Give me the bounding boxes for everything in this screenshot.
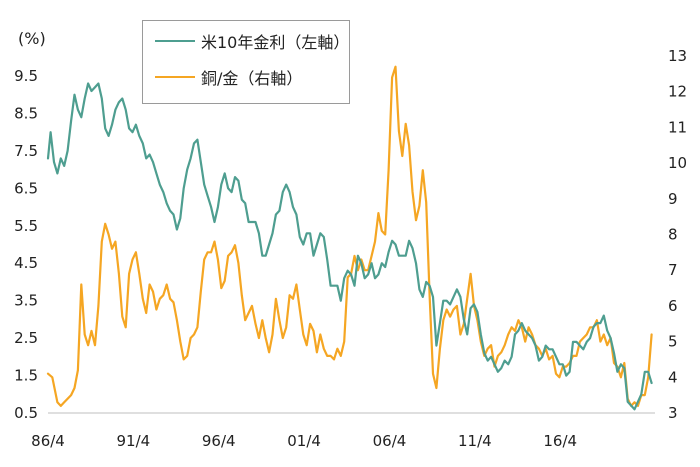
left-tick-label: 1.5 xyxy=(14,367,38,385)
left-tick-label: 8.5 xyxy=(14,104,38,122)
left-tick-label: 4.5 xyxy=(14,254,38,272)
left-tick-label: 9.5 xyxy=(14,67,38,85)
copper-gold-ratio-series-line xyxy=(46,65,653,407)
legend-label-us10y: 米10年金利（左軸） xyxy=(201,33,350,52)
us10y-yield-series-line xyxy=(46,82,653,411)
x-tick-label: 96/4 xyxy=(202,432,236,450)
legend-swatch-us10y xyxy=(155,40,195,42)
x-tick-label: 06/4 xyxy=(373,432,407,450)
left-tick-label: 0.5 xyxy=(14,404,38,422)
legend-swatch-copper-gold xyxy=(155,76,195,78)
left-tick-label: 7.5 xyxy=(14,142,38,160)
right-tick-label: 4 xyxy=(668,368,678,386)
right-tick-label: 9 xyxy=(668,190,678,208)
legend-label-copper-gold: 銅/金（右軸） xyxy=(201,69,303,88)
series-layer xyxy=(46,65,653,411)
x-tick-label: 86/4 xyxy=(31,432,65,450)
right-tick-label: 11 xyxy=(668,118,687,136)
right-axis-ticks: 13 12 11 10 9 8 7 6 5 4 3 xyxy=(668,47,687,422)
x-tick-label: 01/4 xyxy=(287,432,321,450)
right-tick-label: 6 xyxy=(668,297,678,315)
chart-legend: 米10年金利（左軸） 銅/金（右軸） xyxy=(142,20,350,104)
x-tick-label: 11/4 xyxy=(458,432,492,450)
left-tick-label: 2.5 xyxy=(14,329,38,347)
legend-item-us10y: 米10年金利（左軸） xyxy=(155,30,349,52)
right-tick-label: 5 xyxy=(668,333,678,351)
legend-item-copper-gold: 銅/金（右軸） xyxy=(155,66,302,88)
left-tick-label: 5.5 xyxy=(14,217,38,235)
left-tick-label: 3.5 xyxy=(14,292,38,310)
right-tick-label: 8 xyxy=(668,226,678,244)
right-tick-label: 12 xyxy=(668,83,687,101)
right-tick-label: 10 xyxy=(668,154,687,172)
right-tick-label: 13 xyxy=(668,47,687,65)
x-axis-ticks: 86/4 91/4 96/4 01/4 06/4 11/4 16/4 xyxy=(31,432,577,450)
left-tick-label: 6.5 xyxy=(14,179,38,197)
right-tick-label: 3 xyxy=(668,404,678,422)
left-axis-unit-label: (%) xyxy=(18,29,46,48)
x-tick-label: 91/4 xyxy=(117,432,151,450)
left-axis-ticks: 9.5 8.5 7.5 6.5 5.5 4.5 3.5 2.5 1.5 0.5 xyxy=(14,67,38,422)
right-tick-label: 7 xyxy=(668,261,678,279)
x-tick-label: 16/4 xyxy=(543,432,577,450)
